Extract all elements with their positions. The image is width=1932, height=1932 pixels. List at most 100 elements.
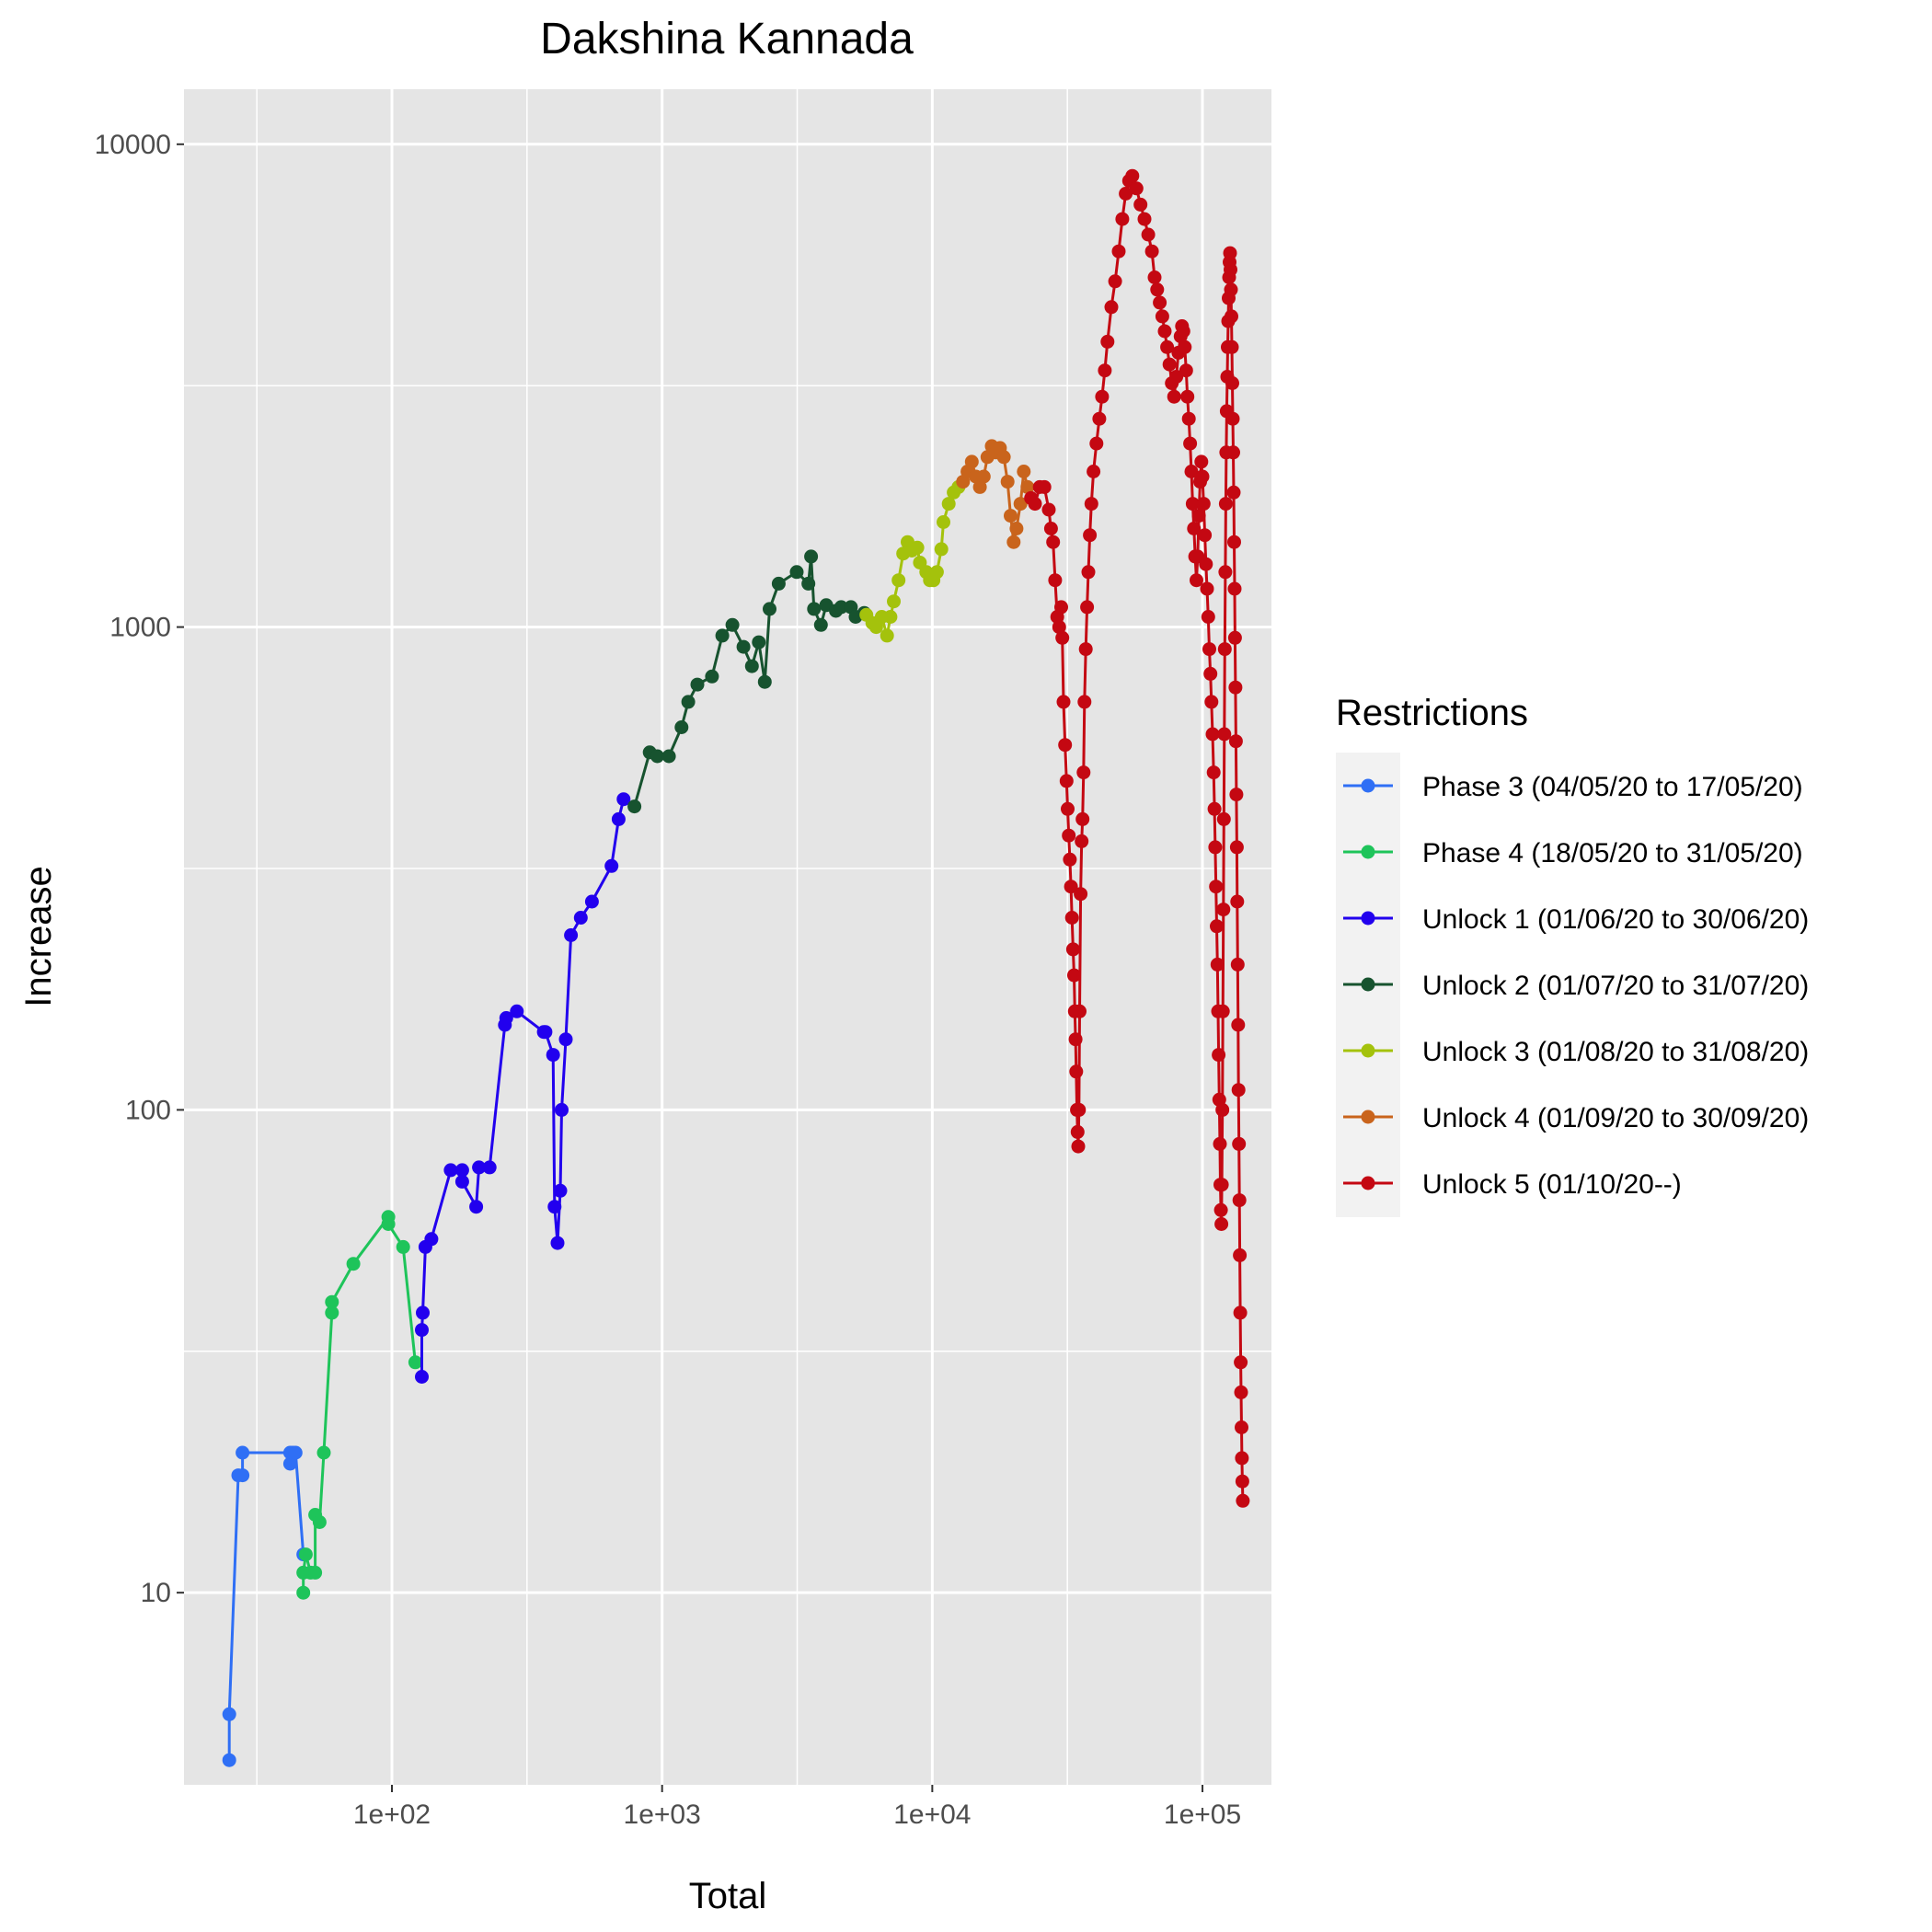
y-axis: 10 100 1000 10000 [95, 130, 184, 1608]
data-point [1228, 734, 1243, 749]
data-point [1129, 181, 1144, 196]
data-point [880, 628, 894, 643]
data-point [1064, 911, 1079, 925]
data-point [611, 811, 626, 826]
data-point [1213, 1136, 1227, 1151]
data-point [1055, 630, 1070, 645]
data-point [1224, 282, 1238, 297]
data-point [1077, 695, 1092, 709]
data-point [604, 858, 619, 873]
data-point [1195, 469, 1210, 484]
data-point [325, 1294, 339, 1309]
data-point [650, 749, 664, 764]
data-point [1217, 727, 1232, 742]
data-point [1153, 295, 1167, 310]
data-point [910, 540, 925, 555]
legend-key-point [1361, 845, 1375, 859]
data-point [1144, 244, 1159, 259]
data-point [1006, 535, 1021, 549]
legend-item: Phase 4 (18/05/20 to 31/05/20) [1343, 838, 1803, 868]
data-point [555, 1102, 569, 1117]
legend-item: Unlock 1 (01/06/20 to 30/06/20) [1343, 904, 1809, 935]
data-point [1075, 811, 1090, 826]
data-point [1081, 565, 1096, 580]
legend-label: Unlock 5 (01/10/20--) [1422, 1169, 1682, 1200]
data-point [547, 1200, 562, 1214]
data-point [725, 617, 740, 632]
legend-item: Unlock 5 (01/10/20--) [1343, 1169, 1682, 1200]
data-point [1232, 1193, 1247, 1208]
data-point [1028, 497, 1042, 512]
data-point [454, 1163, 469, 1178]
data-point [1223, 246, 1237, 260]
data-point [1204, 695, 1219, 709]
data-point [1231, 1018, 1246, 1032]
data-point [1179, 363, 1193, 378]
data-point [1226, 445, 1240, 460]
data-point [1225, 309, 1238, 324]
y-axis-title: Increase [18, 866, 59, 1006]
data-point [976, 469, 991, 484]
data-point [1155, 309, 1169, 324]
data-point [937, 515, 950, 529]
legend-item: Unlock 2 (01/07/20 to 31/07/20) [1343, 971, 1809, 1001]
data-point [1234, 1355, 1248, 1370]
data-point [346, 1257, 361, 1271]
data-point [443, 1163, 458, 1178]
data-point [1228, 680, 1243, 695]
data-point [1217, 642, 1232, 657]
data-point [1064, 880, 1078, 894]
data-point [616, 792, 631, 807]
data-point [807, 602, 822, 616]
data-point [1095, 389, 1110, 404]
data-point [813, 617, 828, 632]
data-point [454, 1174, 469, 1189]
data-point [546, 1048, 560, 1063]
x-tick-label: 1e+04 [893, 1800, 971, 1830]
data-point [1071, 1139, 1086, 1154]
data-point [1169, 370, 1184, 384]
data-point [972, 479, 987, 494]
data-point [1236, 1493, 1250, 1508]
data-point [1074, 887, 1088, 902]
data-point [804, 549, 819, 564]
legend-item: Unlock 3 (01/08/20 to 31/08/20) [1343, 1037, 1809, 1067]
data-point [1235, 1451, 1249, 1466]
data-point [1215, 1102, 1230, 1117]
data-point [705, 669, 719, 684]
data-point [1104, 300, 1119, 315]
data-point [1056, 695, 1071, 709]
series-6 [956, 439, 1035, 549]
legend-label: Phase 3 (04/05/20 to 17/05/20) [1422, 772, 1803, 802]
data-point [408, 1355, 422, 1370]
data-point [510, 1004, 524, 1018]
legend-key-point [1361, 1176, 1375, 1190]
data-point [469, 1200, 484, 1214]
data-point [296, 1585, 311, 1600]
data-point [1235, 1420, 1248, 1434]
data-point [396, 1239, 410, 1254]
data-point [584, 894, 599, 909]
data-point [1098, 363, 1112, 378]
data-point [538, 1025, 553, 1040]
data-point [416, 1305, 430, 1320]
data-point [1017, 465, 1031, 478]
legend-key-point [1361, 911, 1375, 926]
data-point [1020, 479, 1035, 494]
data-point [1160, 339, 1175, 354]
data-point [1054, 600, 1068, 615]
data-point [681, 695, 696, 709]
data-point [1076, 765, 1091, 780]
data-point [736, 639, 751, 654]
data-point [1231, 1083, 1246, 1098]
data-point [1200, 581, 1214, 596]
data-point [564, 928, 579, 942]
data-point [1062, 828, 1076, 843]
data-point [1004, 509, 1018, 523]
data-point [1070, 1124, 1085, 1139]
data-point [381, 1217, 396, 1231]
data-point [883, 610, 898, 624]
data-point [1037, 479, 1052, 494]
data-point [1190, 573, 1203, 588]
plot-panel [184, 89, 1271, 1785]
